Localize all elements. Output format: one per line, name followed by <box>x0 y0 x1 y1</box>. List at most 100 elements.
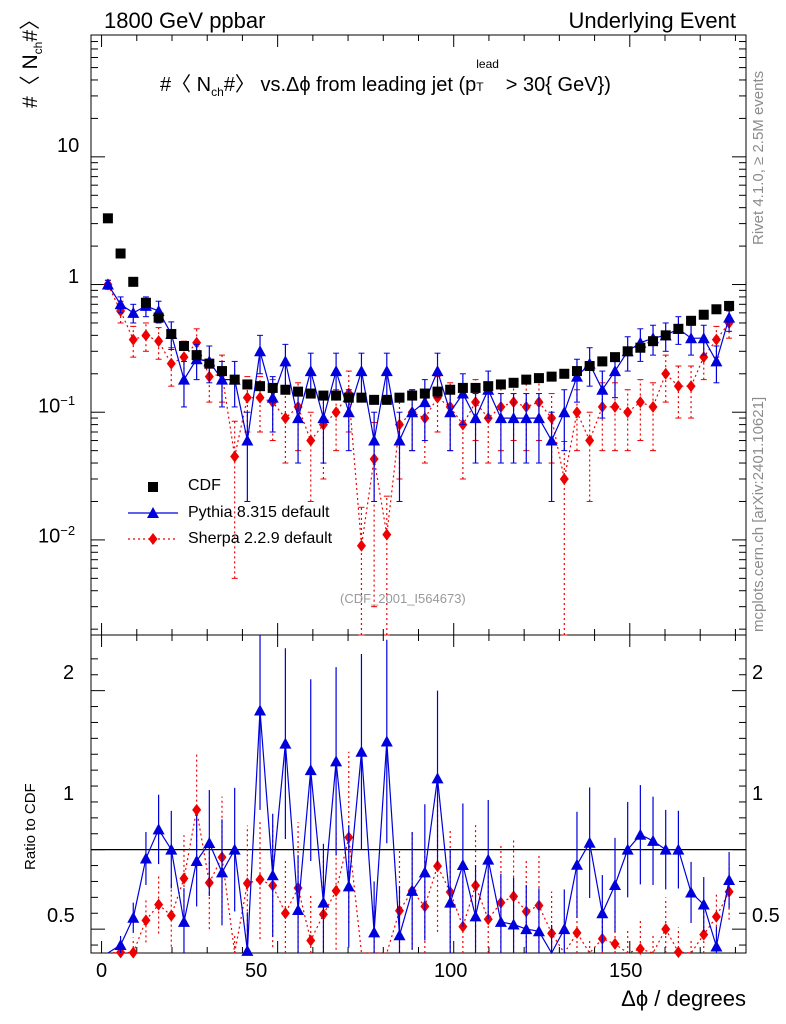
ylabel-sub: ch <box>31 41 46 55</box>
sherpa-point <box>623 406 633 419</box>
pythia-ratio-point <box>279 737 292 749</box>
cdf-point <box>584 361 595 372</box>
header-right: Underlying Event <box>568 8 736 33</box>
cdf-point <box>394 392 405 403</box>
pythia-point <box>723 311 736 323</box>
cdf-point <box>255 381 266 392</box>
side-label-lower: mcplots.cern.ch [arXiv:2401.10621] <box>750 396 767 632</box>
cdf-point <box>381 394 392 405</box>
cdf-point <box>217 366 227 377</box>
cdf-point <box>711 304 722 315</box>
sherpa-ratio-line <box>107 809 730 955</box>
cdf-point <box>331 390 342 401</box>
sherpa-point <box>192 336 202 349</box>
title-sub-t: T <box>476 80 484 94</box>
pythia-ratio-line <box>107 710 730 955</box>
cdf-point <box>521 374 532 385</box>
cdf-point <box>115 248 126 259</box>
side-label-upper: Rivet 4.1.0, ≥ 2.5M events <box>750 70 767 245</box>
sherpa-ratio-point <box>166 909 176 922</box>
ytick-1e-1-base: 10 <box>38 395 61 418</box>
ytick-1e-2-exp: −2 <box>60 523 76 538</box>
xtick-50: 50 <box>245 960 268 982</box>
sherpa-point <box>661 367 671 380</box>
cdf-point <box>153 312 164 323</box>
cdf-point <box>318 390 329 401</box>
pythia-point <box>380 365 393 377</box>
cdf-point <box>648 336 659 347</box>
ylabel-part-1: #〈 N <box>19 54 42 108</box>
cdf-point <box>242 379 253 390</box>
legend-label-sherpa: Sherpa 2.2.9 default <box>188 530 333 547</box>
pythia-ratio-point <box>330 755 343 767</box>
ratio-ytick-1-right: 1 <box>752 783 764 805</box>
sherpa-ratio-point <box>255 873 265 886</box>
cdf-point <box>293 386 304 397</box>
ratio-ytick-2-left: 2 <box>63 662 75 684</box>
sherpa-ratio-point <box>280 907 290 920</box>
cdf-point <box>495 379 506 390</box>
sherpa-ratio-point <box>572 926 582 939</box>
cdf-point <box>407 390 418 401</box>
ytick-1e-1: 10−1 <box>38 393 75 419</box>
sherpa-line <box>107 284 730 546</box>
legend-label-pythia: Pythia 8.315 default <box>188 504 330 521</box>
pythia-ratio-point <box>482 853 495 865</box>
ytick-1e-2-base: 10 <box>38 525 61 548</box>
cdf-point <box>508 377 519 388</box>
cdf-point <box>546 371 557 382</box>
cdf-point <box>622 346 633 357</box>
legend-label-cdf: CDF <box>188 477 221 494</box>
ratio-ylabel: Ratio to CDF <box>22 783 39 870</box>
sherpa-point <box>648 400 658 413</box>
ytick-10: 10 <box>57 135 80 157</box>
analysis-watermark: (CDF_2001_I564673) <box>340 591 466 606</box>
cdf-point <box>267 382 278 393</box>
sherpa-ratio-point <box>711 910 721 923</box>
sherpa-point <box>559 472 569 485</box>
pythia-ratio-point <box>254 704 267 716</box>
cdf-point <box>571 366 582 377</box>
cdf-point <box>140 297 151 308</box>
cdf-point <box>673 323 684 334</box>
sherpa-point <box>356 539 366 552</box>
pythia-point <box>254 345 267 357</box>
ylabel-part-2: #〉 <box>19 8 42 42</box>
cdf-point <box>166 328 177 339</box>
ratio-panel-frame <box>90 634 747 954</box>
pythia-ratio-point <box>304 764 317 776</box>
cdf-point <box>305 388 316 399</box>
ytick-1: 1 <box>68 266 80 288</box>
legend-marker-pythia <box>147 507 159 518</box>
title-part-1: #〈 N <box>160 74 212 96</box>
title-part-3: > 30{ GeV}) <box>500 74 611 96</box>
cdf-point <box>660 330 671 341</box>
x-axis-label: Δϕ / degrees <box>621 986 746 1011</box>
ratio-ytick-1-left: 1 <box>63 783 75 805</box>
cdf-point <box>457 382 468 393</box>
sherpa-point <box>154 335 164 348</box>
cdf-point <box>432 386 443 397</box>
cdf-point <box>419 388 430 399</box>
main-ylabel: #〈 Nch#〉 <box>14 9 45 108</box>
cdf-point <box>635 342 646 353</box>
pythia-ratio-point <box>431 772 444 784</box>
title-sub-ch: ch <box>211 85 224 99</box>
cdf-point <box>280 384 291 395</box>
title-part-2: #〉 vs.Δϕ from leading jet (p <box>223 74 477 96</box>
sherpa-point <box>711 333 721 346</box>
pythia-ratio-point <box>723 874 736 886</box>
ytick-1e-2: 10−2 <box>38 523 75 549</box>
pythia-point <box>355 365 368 377</box>
sherpa-point <box>166 357 176 370</box>
ratio-ytick-05-left: 0.5 <box>47 905 75 927</box>
sherpa-point <box>141 329 151 342</box>
cdf-point <box>686 315 697 326</box>
sherpa-ratio-point <box>635 943 645 956</box>
header-left: 1800 GeV ppbar <box>104 8 266 33</box>
ratio-ytick-05-right: 0.5 <box>752 905 780 927</box>
title-sup-lead: lead <box>476 57 499 71</box>
cdf-point <box>128 276 139 287</box>
cdf-point <box>102 213 113 224</box>
